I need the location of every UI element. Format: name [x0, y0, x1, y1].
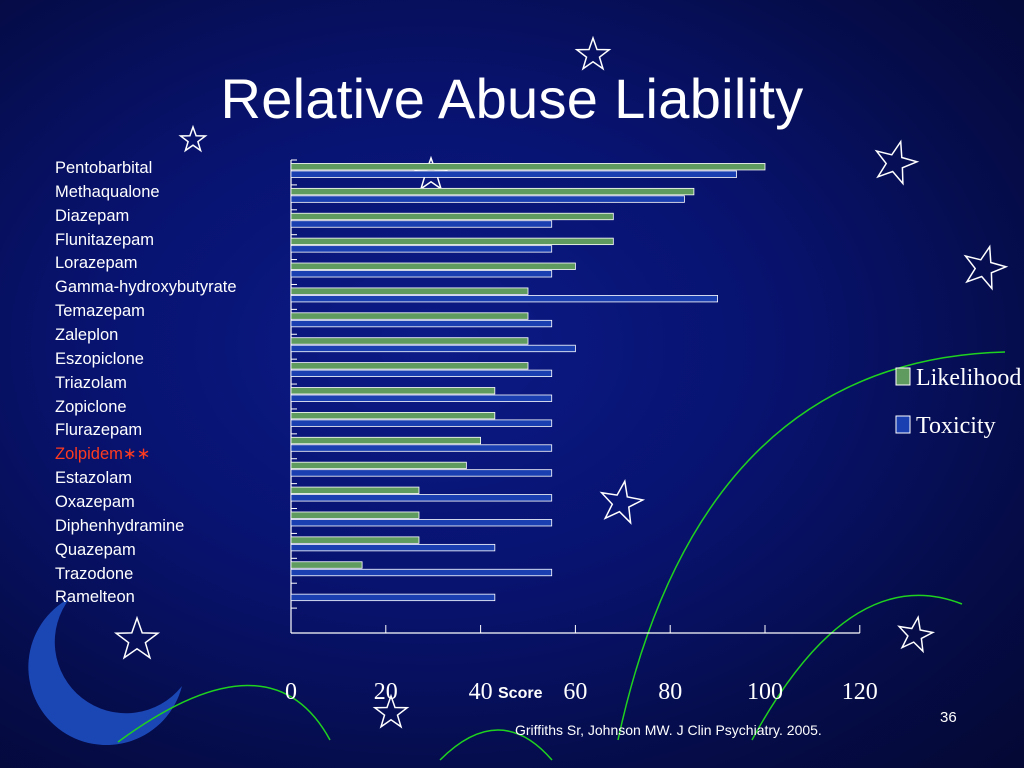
- bar-likelihood: [290, 561, 363, 569]
- bar-toxicity: [290, 394, 553, 402]
- star-outline-icon: [599, 479, 646, 525]
- bar-toxicity: [290, 270, 553, 278]
- category-label: Trazodone: [55, 564, 134, 583]
- category-label: Estazolam: [55, 469, 133, 488]
- decor-arc-4: [439, 729, 553, 761]
- star-outline-icon: [178, 124, 208, 153]
- x-tick-label: 0: [285, 679, 297, 705]
- category-label: Diazepam: [55, 206, 130, 225]
- bar-toxicity: [290, 593, 496, 602]
- bar-toxicity: [290, 469, 553, 477]
- bar-likelihood: [290, 163, 766, 171]
- star-outline-icon: [963, 244, 1009, 291]
- decor-arc-2: [751, 594, 963, 741]
- x-tick-label: 20: [374, 679, 398, 705]
- bar-toxicity: [290, 568, 553, 577]
- bar-toxicity: [290, 195, 685, 203]
- category-label: Quazepam: [55, 540, 136, 559]
- bar-toxicity: [290, 319, 553, 328]
- bar-likelihood: [290, 337, 529, 345]
- category-label: Flunitazepam: [55, 230, 155, 249]
- bar-toxicity: [290, 494, 553, 502]
- bar-likelihood: [290, 461, 467, 470]
- category-labels: Pentobarbital Methaqualone Diazepam Flunita…: [55, 157, 237, 610]
- bar-toxicity: [290, 369, 553, 378]
- chart-bars: [290, 163, 766, 602]
- x-tick-label: 80: [658, 679, 682, 705]
- bar-toxicity: [290, 344, 576, 353]
- legend-label: Toxicity: [916, 413, 996, 439]
- bar-likelihood: [290, 362, 529, 370]
- bar-toxicity: [290, 419, 553, 427]
- citation: Griffiths Sr, Johnson MW. J Clin Psychia…: [515, 722, 822, 738]
- category-label: Temazepam: [55, 302, 145, 321]
- bar-likelihood: [290, 486, 420, 494]
- bar-likelihood: [290, 536, 420, 544]
- bar-likelihood: [290, 187, 695, 196]
- bar-toxicity: [290, 444, 553, 452]
- category-label: Oxazepam: [55, 493, 135, 512]
- bar-likelihood: [290, 312, 529, 320]
- category-label: Zopiclone: [55, 397, 127, 416]
- category-label: Gamma-hydroxybutyrate: [55, 278, 237, 297]
- category-label: Pentobarbital: [55, 159, 153, 177]
- star-outline-icon: [372, 693, 410, 729]
- legend: Likelihood Toxicity: [895, 365, 1021, 439]
- bar-likelihood: [290, 262, 576, 270]
- x-tick-label: 120: [842, 679, 878, 705]
- bar-toxicity: [290, 170, 737, 178]
- category-label: Methaqualone: [55, 182, 160, 201]
- category-label: Ramelteon: [55, 588, 135, 607]
- slide-title: Relative Abuse Liability: [220, 67, 804, 130]
- x-axis-label: Score: [498, 685, 543, 702]
- x-tick-label: 40: [469, 679, 493, 705]
- bar-likelihood: [290, 287, 529, 295]
- crescent-moon-icon: [28, 598, 183, 746]
- star-outline-icon: [874, 139, 920, 186]
- bar-toxicity: [290, 295, 719, 303]
- bar-likelihood: [290, 411, 496, 420]
- star-outline-icon: [113, 615, 161, 660]
- bar-toxicity: [290, 220, 553, 228]
- star-outline-icon: [897, 615, 936, 654]
- decor-arc-3: [117, 684, 331, 743]
- legend-label: Likelihood: [916, 365, 1021, 391]
- decor-arc-1: [617, 351, 1006, 741]
- x-tick-label: 100: [747, 679, 783, 705]
- star-outline-icon: [574, 35, 612, 71]
- bar-likelihood: [290, 511, 420, 519]
- bar-likelihood: [290, 387, 496, 395]
- legend-swatch: [895, 415, 911, 434]
- bar-toxicity: [290, 245, 553, 253]
- stars: [113, 35, 1009, 729]
- bar-toxicity: [290, 543, 496, 552]
- category-label: Flurazepam: [55, 421, 143, 440]
- category-label: Triazolam: [55, 373, 127, 392]
- bar-likelihood: [290, 212, 614, 221]
- category-label: Eszopiclone: [55, 349, 144, 368]
- bar-toxicity: [290, 519, 553, 527]
- category-label: Zaleplon: [55, 326, 119, 345]
- page-number: 36: [940, 709, 957, 726]
- category-label: Zolpidem∗∗: [55, 445, 151, 464]
- bar-likelihood: [290, 237, 614, 246]
- category-label: Lorazepam: [55, 254, 138, 273]
- x-tick-labels: 0 20 40 60 80 100 120: [285, 679, 878, 705]
- x-tick-label: 60: [563, 679, 587, 705]
- legend-swatch: [895, 367, 911, 386]
- bar-likelihood: [290, 436, 482, 445]
- category-label: Diphenhydramine: [55, 516, 185, 535]
